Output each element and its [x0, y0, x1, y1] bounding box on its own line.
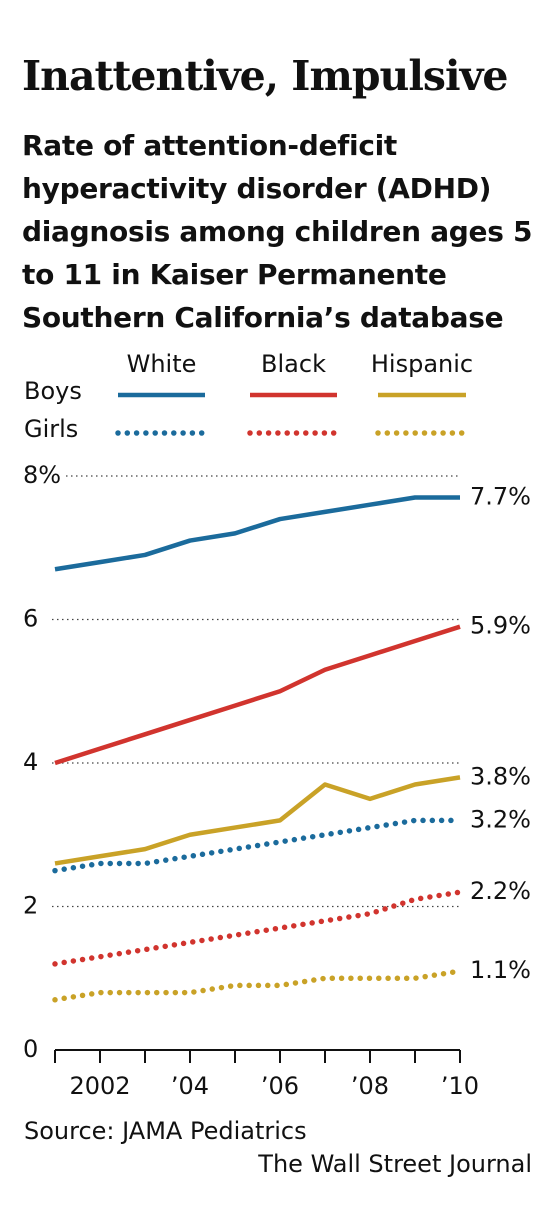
x-tick-label: ’08	[351, 1072, 389, 1100]
source: Source: JAMA Pediatrics	[24, 1117, 307, 1145]
series-line	[54, 775, 461, 866]
x-tick-label: ’10	[441, 1072, 479, 1100]
series-line	[52, 968, 463, 1003]
y-tick-label: 8%	[23, 461, 61, 489]
legend-row-label: Girls	[24, 415, 78, 443]
value-label: 5.9%	[470, 612, 531, 640]
y-tick-label: 6	[23, 605, 38, 633]
series-line	[52, 889, 463, 967]
legend-column-label: Black	[261, 350, 326, 378]
value-label: 3.8%	[470, 762, 531, 790]
chart-title: Inattentive, Impulsive	[22, 52, 508, 100]
value-label: 1.1%	[470, 956, 531, 984]
y-tick-label: 0	[23, 1035, 38, 1063]
y-tick-label: 2	[23, 892, 38, 920]
value-label: 2.2%	[470, 877, 531, 905]
x-tick-label: 2002	[69, 1072, 130, 1100]
series-line	[52, 817, 463, 874]
series-line	[54, 495, 460, 572]
chart-subtitle: Rate of attention-deficit hyperactivity …	[22, 129, 533, 334]
legend-row-label: Boys	[24, 377, 82, 405]
credit: The Wall Street Journal	[257, 1150, 532, 1178]
legend-column-label: Hispanic	[371, 350, 473, 378]
value-label: 3.2%	[470, 805, 531, 833]
series-line	[54, 624, 461, 766]
legend-column-label: White	[127, 350, 197, 378]
x-tick-label: ’04	[171, 1072, 209, 1100]
value-label: 7.7%	[470, 483, 531, 511]
x-tick-label: ’06	[261, 1072, 299, 1100]
y-tick-label: 4	[23, 748, 38, 776]
